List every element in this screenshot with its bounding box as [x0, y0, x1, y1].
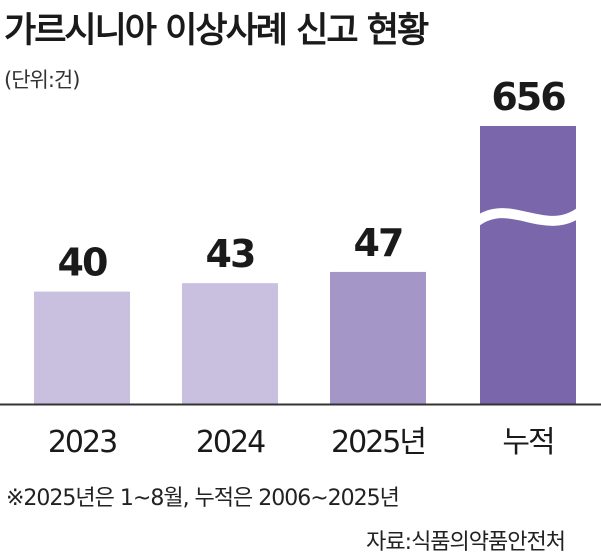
value-labels-group: 40 43 47 656 [58, 75, 568, 285]
category-label-0: 2023 [48, 425, 116, 460]
bar-1 [182, 283, 278, 404]
bars-group [34, 126, 583, 404]
category-label-2: 2025년 [331, 425, 425, 460]
source-label: 자료:식품의약품안전처 [366, 530, 566, 555]
category-label-3: 누적 [502, 425, 553, 460]
value-label-0: 40 [58, 241, 107, 285]
unit-label: (단위:건) [4, 68, 80, 92]
bar-2 [330, 271, 426, 404]
bar-0 [34, 291, 130, 404]
value-label-2: 47 [354, 221, 403, 265]
bar-3 [480, 126, 576, 404]
bar-chart: 40 43 47 656 2023 2024 2025년 누적 [0, 75, 601, 460]
chart-title: 가르시니아 이상사례 신고 현황 [4, 11, 429, 51]
value-label-1: 43 [206, 232, 255, 276]
category-labels-group: 2023 2024 2025년 누적 [48, 425, 556, 460]
axis-break-mark [472, 207, 583, 227]
footnote: ※2025년은 1~8월, 누적은 2006~2025년 [6, 486, 400, 511]
category-label-1: 2024 [196, 425, 265, 460]
value-label-3: 656 [491, 75, 565, 119]
